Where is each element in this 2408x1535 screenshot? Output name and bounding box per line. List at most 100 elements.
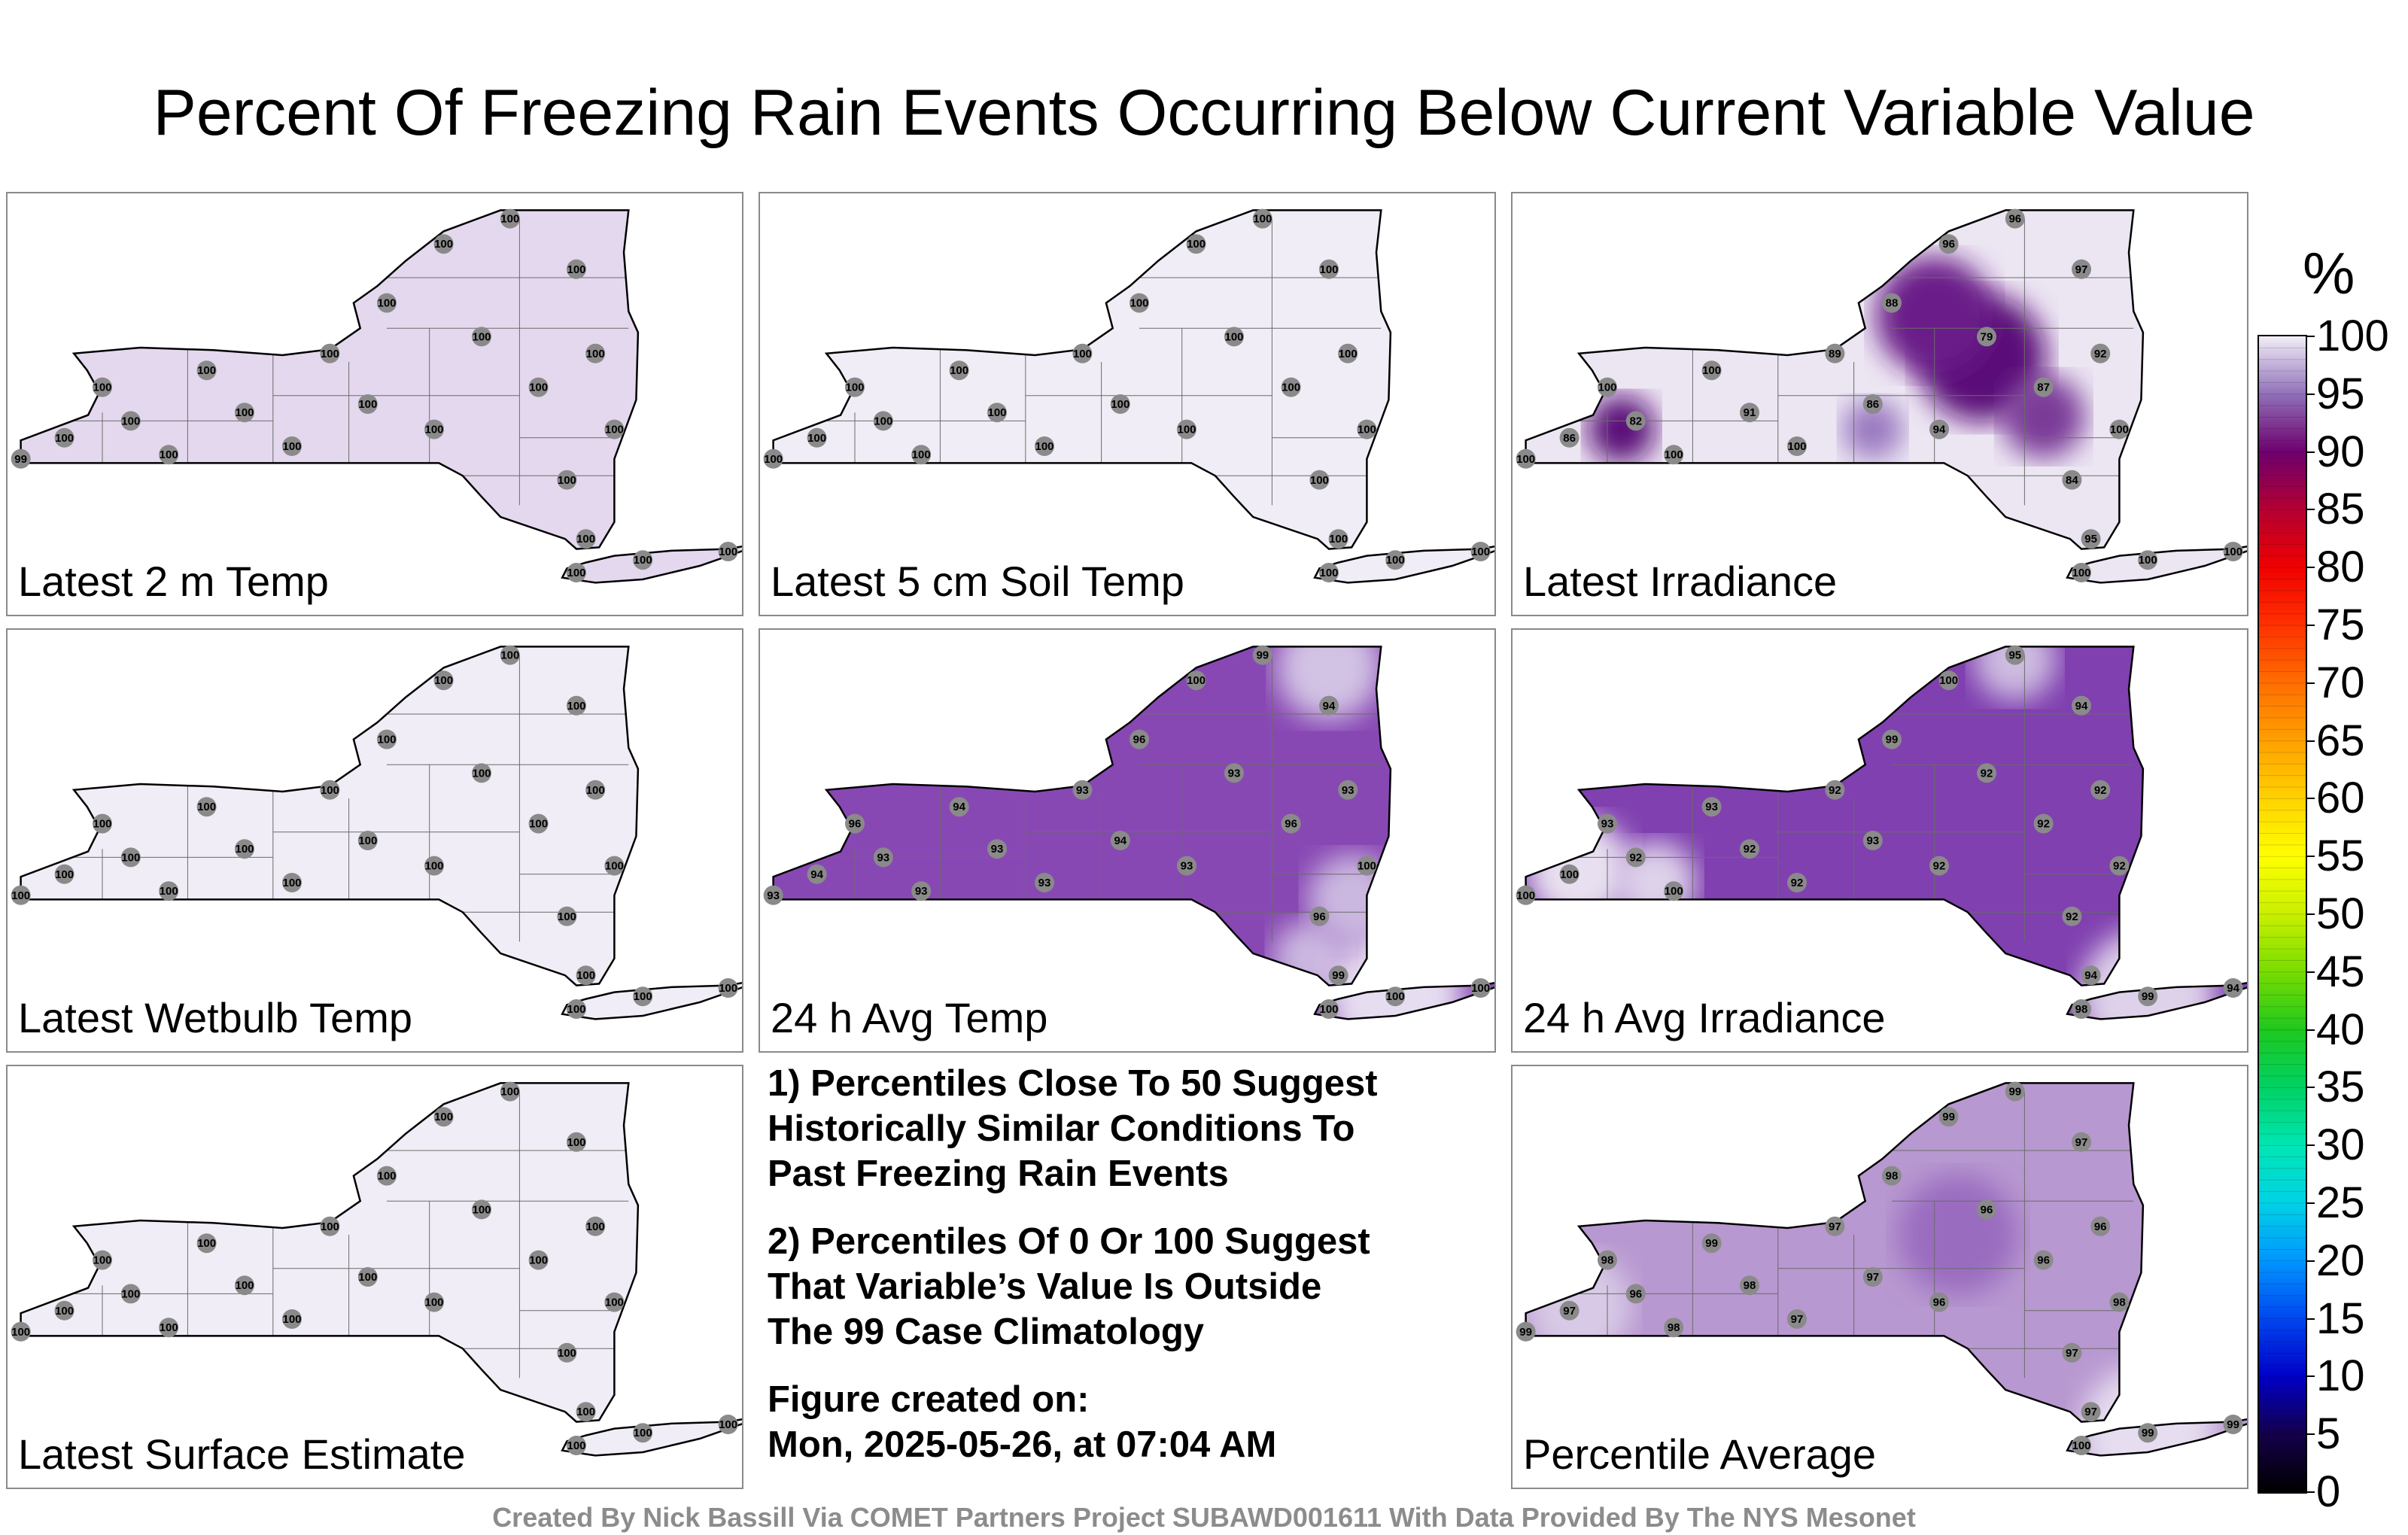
station-marker: 100 <box>873 411 893 431</box>
station-dot <box>1929 1292 1949 1312</box>
station-marker: 94 <box>1319 695 1339 716</box>
station-value: 100 <box>2139 554 2157 567</box>
panel-24h-avg-temp: 93 94 96 93 93 94 93 93 93 94 96 100 93 93 99 96 96 94 93 1… <box>759 628 1496 1053</box>
station-value: 100 <box>1319 1003 1338 1016</box>
station-marker: 93 <box>1224 763 1244 783</box>
colorbar-tick-mark <box>2306 1144 2315 1147</box>
station-dot <box>1319 999 1339 1019</box>
station-dot <box>1625 847 1646 868</box>
station-dot <box>1470 542 1491 561</box>
station-dot <box>2072 695 2091 716</box>
station-marker: 87 <box>2033 377 2054 397</box>
station-dot <box>2109 419 2130 439</box>
station-value: 100 <box>235 406 254 419</box>
station-marker: 97 <box>2081 1402 2101 1422</box>
station-dot <box>718 542 738 561</box>
station-marker: 100 <box>93 1250 112 1270</box>
station-value: 92 <box>1981 767 1993 780</box>
station-marker: 100 <box>1701 360 1722 381</box>
colorbar-tick-mark <box>2306 1318 2315 1320</box>
long-island-fill <box>562 546 742 583</box>
station-dot <box>604 856 625 876</box>
station-value: 100 <box>235 843 254 856</box>
station-value: 100 <box>282 877 301 889</box>
station-marker: 96 <box>1938 234 1959 254</box>
station-dot <box>2033 377 2054 397</box>
colorbar-segment <box>2259 509 2306 568</box>
station-marker: 100 <box>1385 986 1406 1007</box>
station-dot <box>1130 293 1149 313</box>
colorbar-tick-mark <box>2306 509 2315 511</box>
station-marker: 100 <box>1470 978 1491 998</box>
county-lines <box>773 655 1382 942</box>
station-value: 100 <box>500 649 519 662</box>
station-value: 100 <box>719 1418 737 1431</box>
station-value: 100 <box>2110 424 2129 436</box>
station-dot <box>585 1216 606 1236</box>
station-marker: 100 <box>1598 377 1617 397</box>
station-value: 84 <box>2066 474 2078 487</box>
station-marker: 100 <box>54 427 74 448</box>
station-value: 100 <box>634 1427 652 1439</box>
state-outline <box>772 209 1392 550</box>
station-value: 100 <box>1598 381 1616 394</box>
long-island-fill <box>2067 546 2247 583</box>
station-marker: 96 <box>2090 1216 2111 1236</box>
station-value: 100 <box>719 982 737 995</box>
state-outline <box>20 646 640 986</box>
station-marker: 100 <box>320 1216 340 1236</box>
station-marker: 84 <box>2062 470 2082 490</box>
station-dot <box>1825 343 1845 363</box>
colorbar <box>2258 335 2307 1494</box>
station-value: 96 <box>849 818 862 831</box>
station-dot <box>1559 1300 1579 1321</box>
station-dot <box>357 1267 378 1287</box>
station-marker: 100 <box>633 550 653 570</box>
station-value: 100 <box>605 1296 624 1309</box>
panel-irradiance: 100 86 100 82 100 100 91 100 89 86 88 96 94 79 96 87 84 9… <box>1511 192 2248 616</box>
station-value: 94 <box>2227 982 2239 995</box>
station-marker: 93 <box>1072 780 1093 800</box>
station-value: 100 <box>1386 990 1405 1003</box>
station-marker: 100 <box>585 1216 606 1236</box>
station-value: 100 <box>764 453 783 466</box>
station-marker: 92 <box>1929 856 1949 876</box>
state-outline <box>1525 646 2145 986</box>
station-value: 92 <box>1933 860 1946 873</box>
station-dot <box>604 419 625 439</box>
state-fill <box>20 646 638 986</box>
colorbar-tick-mark <box>2306 1375 2315 1378</box>
station-value: 97 <box>1829 1220 1841 1233</box>
station-dot <box>1559 427 1579 448</box>
station-dot <box>1977 763 1996 783</box>
station-marker: 100 <box>567 1132 586 1152</box>
station-marker: 100 <box>357 1267 378 1287</box>
station-marker: 99 <box>1252 645 1272 665</box>
station-value: 100 <box>586 1220 605 1233</box>
colorbar-segment <box>2259 336 2306 395</box>
station-dot <box>949 360 969 381</box>
station-value: 97 <box>1866 1271 1879 1284</box>
station-marker: 96 <box>1929 1292 1949 1312</box>
colorbar-tick-mark <box>2306 567 2315 569</box>
station-value: 100 <box>2224 546 2242 558</box>
station-value: 100 <box>605 860 624 873</box>
station-marker: 100 <box>282 873 302 892</box>
county-lines <box>20 1091 629 1378</box>
station-marker: 98 <box>1664 1318 1684 1338</box>
station-dot <box>585 780 606 800</box>
station-dot <box>235 1275 254 1296</box>
station-value: 100 <box>93 1254 111 1267</box>
station-marker: 100 <box>633 986 653 1007</box>
station-dot <box>1625 1284 1646 1304</box>
colorbar-tick-label: 20 <box>2316 1236 2365 1285</box>
station-marker: 100 <box>377 1166 397 1186</box>
station-value: 100 <box>987 406 1006 419</box>
station-value: 94 <box>1933 424 1946 436</box>
station-value: 99 <box>1519 1326 1532 1339</box>
station-marker: 100 <box>93 377 112 397</box>
station-value: 97 <box>2066 1347 2078 1360</box>
station-dot <box>1328 965 1348 986</box>
station-dot <box>1177 419 1196 439</box>
station-value: 100 <box>282 440 301 453</box>
